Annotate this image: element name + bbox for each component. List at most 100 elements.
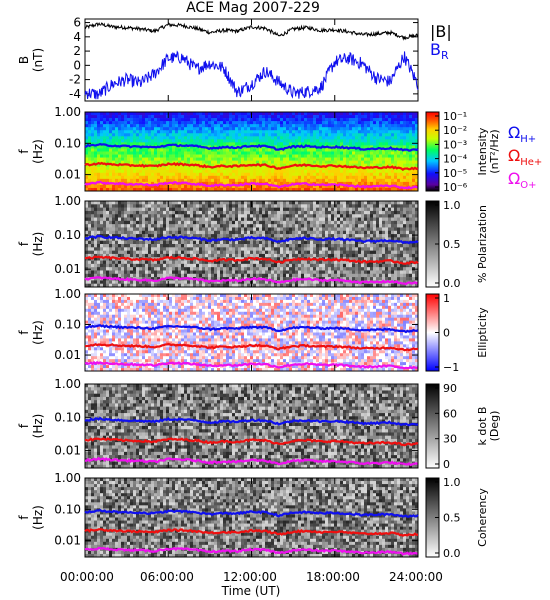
heatmap-cell [115,121,119,125]
heatmap-cell [385,118,389,122]
heatmap-cell [100,224,104,228]
heatmap-cell [367,145,371,149]
heatmap-cell [265,178,269,183]
heatmap-cell [118,267,122,271]
heatmap-cell [223,250,227,255]
heatmap-cell [232,154,236,158]
heatmap-cell [256,154,260,158]
heatmap-cell [121,250,125,255]
heatmap-cell [223,227,227,232]
heatmap-cell [241,151,245,155]
heatmap-cell [190,247,194,251]
heatmap-cell [145,201,149,205]
heatmap-cell [253,247,257,251]
heatmap-cell [115,204,119,208]
heatmap-cell [208,257,212,261]
heatmap-cell [289,220,293,225]
heatmap-cell [256,247,260,251]
heatmap-cell [325,166,329,171]
heatmap-cell [106,136,110,140]
heatmap-cell [163,151,167,155]
heatmap-cell [109,234,113,238]
heatmap-cell [154,244,158,248]
heatmap-cell [190,237,194,241]
heatmap-cell [112,139,116,143]
heatmap-cell [223,214,227,218]
heatmap-cell [271,151,275,155]
heatmap-cell [175,270,179,275]
heatmap-cell [154,207,158,212]
heatmap-cell [259,214,263,218]
heatmap-cell [337,166,341,171]
heatmap-cell [187,227,191,232]
heatmap-cell [154,230,158,235]
heatmap-cell [373,175,377,180]
heatmap-cell [406,157,410,161]
heatmap-cell [205,227,209,232]
heatmap-cell [232,214,236,218]
heatmap-cell [226,139,230,143]
heatmap-cell [100,118,104,122]
heatmap-cell [265,230,269,235]
heatmap-cell [229,253,233,258]
heatmap-cell [379,157,383,161]
heatmap-cell [280,115,284,119]
heatmap-cell [85,157,89,161]
heatmap-cell [274,157,278,161]
heatmap-cell [139,240,143,245]
heatmap-cell [334,112,338,116]
heatmap-cell [166,273,170,278]
heatmap-cell [361,121,365,125]
heatmap-cell [103,166,107,171]
heatmap-cell [262,234,266,238]
heatmap-cell [232,139,236,143]
heatmap-cell [244,267,248,271]
heatmap-cell [130,169,134,174]
heatmap-cell [253,151,257,155]
heatmap-cell [247,127,251,131]
heatmap-cell [163,273,167,278]
heatmap-cell [310,227,314,232]
heatmap-cell [172,112,176,116]
heatmap-cell [115,250,119,255]
heatmap-cell [118,220,122,225]
heatmap-cell [118,260,122,265]
heatmap-cell [145,260,149,265]
heatmap-cell [244,124,248,128]
heatmap-cell [163,250,167,255]
heatmap-cell [244,224,248,228]
heatmap-cell [142,277,146,281]
heatmap-cell [139,124,143,128]
heatmap-cell [157,178,161,183]
heatmap-cell [175,112,179,116]
heatmap-cell [310,184,314,189]
heatmap-cell [343,154,347,158]
heatmap-cell [202,210,206,215]
heatmap-cell [184,201,188,205]
legend-symbol: Ω [508,169,520,188]
heatmap-cell [361,124,365,128]
heatmap-cell [172,253,176,258]
heatmap-cell [196,121,200,125]
heatmap-cell [289,230,293,235]
heatmap-cell [280,267,284,271]
heatmap-cell [100,207,104,212]
heatmap-cell [157,224,161,228]
heatmap-cell [136,178,140,183]
heatmap-cell [262,280,266,284]
heatmap-cell [100,175,104,180]
heatmap-cell [145,244,149,248]
heatmap-cell [127,280,131,284]
heatmap-cell [205,121,209,125]
heatmap-cell [289,160,293,164]
heatmap-cell [301,247,305,251]
heatmap-cell [250,244,254,248]
heatmap-cell [325,112,329,116]
heatmap-cell [412,157,416,161]
heatmap-cell [112,124,116,128]
heatmap-cell [361,145,365,149]
heatmap-cell [88,237,92,241]
heatmap-cell [202,154,206,158]
heatmap-cell [295,115,299,119]
heatmap-cell [241,267,245,271]
